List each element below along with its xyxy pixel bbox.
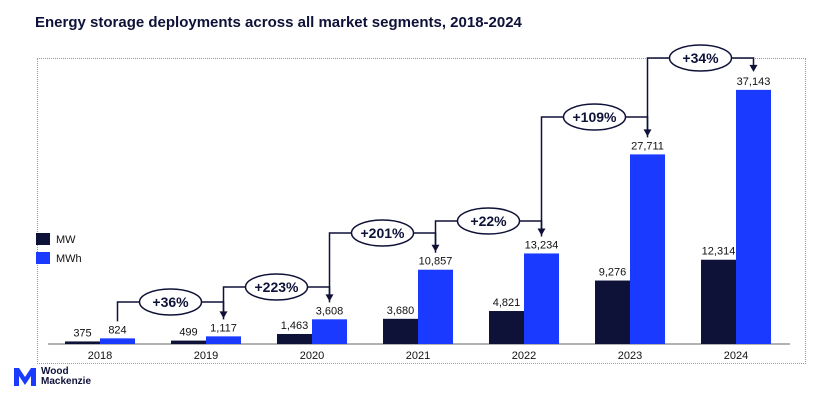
data-label-mw-2020: 1,463 — [281, 320, 309, 332]
data-label-mw-2018: 375 — [73, 327, 91, 339]
legend-label-mw: MW — [56, 234, 76, 246]
data-label-mwh-2021: 10,857 — [419, 256, 453, 268]
x-tick-label-2021: 2021 — [406, 350, 430, 362]
brand-logo: Wood Mackenzie — [14, 367, 91, 387]
legend-swatch-mwh — [36, 252, 50, 264]
growth-badge-2020 — [244, 273, 309, 301]
data-label-mw-2022: 4,821 — [493, 297, 521, 309]
growth-label-2020: +223% — [255, 279, 300, 295]
growth-label-2024: +34% — [682, 50, 719, 66]
brand-name-line1: Wood — [41, 366, 69, 377]
data-label-mwh-2019: 1,117 — [210, 322, 237, 334]
x-tick-label-2019: 2019 — [194, 350, 218, 362]
bar-mwh-2021 — [418, 269, 453, 344]
x-tick-label-2023: 2023 — [618, 350, 642, 362]
bar-mw-2022 — [489, 311, 524, 344]
growth-badge-2022 — [456, 207, 521, 235]
growth-label-2021: +201% — [361, 225, 406, 241]
chart-title: Energy storage deployments across all ma… — [35, 14, 522, 31]
data-label-mw-2023: 9,276 — [599, 267, 627, 279]
data-label-mwh-2023: 27,711 — [631, 140, 664, 152]
bar-mwh-2020 — [312, 319, 347, 344]
growth-label-2019: +36% — [152, 294, 189, 310]
brand-name-line2: Mackenzie — [41, 376, 92, 387]
data-label-mw-2024: 12,314 — [702, 246, 736, 258]
data-label-mwh-2022: 13,234 — [525, 239, 559, 251]
bar-mwh-2019 — [206, 336, 241, 344]
x-tick-label-2020: 2020 — [300, 350, 324, 362]
bar-mwh-2018 — [100, 338, 135, 344]
bar-mw-2024 — [701, 259, 736, 344]
x-tick-label-2024: 2024 — [724, 350, 748, 362]
bar-mw-2023 — [595, 280, 630, 344]
brand-name: Wood Mackenzie — [41, 367, 91, 387]
data-label-mwh-2024: 37,143 — [737, 76, 771, 88]
growth-label-2022: +22% — [470, 213, 507, 229]
bar-mw-2020 — [277, 333, 312, 344]
data-label-mw-2019: 499 — [179, 327, 197, 339]
data-label-mwh-2020: 3,608 — [316, 305, 344, 317]
growth-badge-2019 — [138, 288, 203, 316]
data-label-mwh-2018: 824 — [108, 324, 126, 336]
chart-frame — [37, 58, 806, 364]
bar-mw-2018 — [65, 341, 100, 344]
growth-badge-2023 — [562, 103, 627, 131]
data-label-mw-2021: 3,680 — [387, 305, 415, 317]
growth-badge-2024 — [668, 44, 733, 72]
bar-mwh-2022 — [524, 253, 559, 344]
growth-badge-2021 — [350, 219, 415, 247]
bar-mw-2021 — [383, 318, 418, 344]
growth-label-2023: +109% — [573, 109, 618, 125]
bar-mw-2019 — [171, 340, 206, 344]
wood-mackenzie-logo-icon — [14, 368, 36, 386]
bar-mwh-2023 — [630, 154, 665, 344]
growth-arrowhead-2024 — [749, 64, 758, 72]
x-tick-label-2022: 2022 — [512, 350, 536, 362]
x-tick-label-2018: 2018 — [88, 350, 112, 362]
legend-swatch-mw — [36, 233, 50, 245]
legend-label-mwh: MWh — [56, 253, 82, 265]
bar-mwh-2024 — [736, 89, 771, 345]
